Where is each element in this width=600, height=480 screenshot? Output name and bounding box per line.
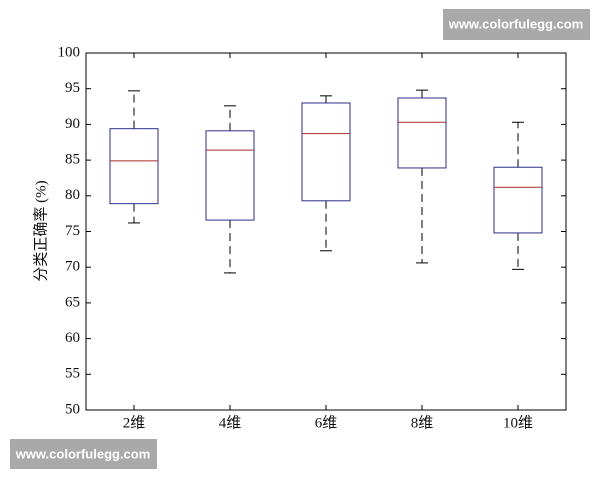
- box: [301, 102, 351, 202]
- x-tick-label: 2维: [123, 414, 146, 431]
- watermark: www.colorfulegg.com: [15, 446, 151, 461]
- y-tick-label: 70: [65, 259, 80, 275]
- y-tick-label: 60: [65, 330, 80, 346]
- watermark-box: [10, 439, 157, 469]
- y-tick-label: 100: [58, 44, 81, 60]
- y-tick-label: 80: [65, 187, 80, 203]
- x-tick-label: 4维: [219, 414, 242, 431]
- box: [109, 128, 159, 205]
- y-tick-label: 65: [65, 294, 80, 310]
- y-tick-label: 90: [65, 116, 80, 132]
- watermark-box: [443, 9, 590, 40]
- y-tick-label: 55: [65, 366, 80, 382]
- y-axis-label: 分类正确率 (%): [32, 180, 49, 281]
- x-tick-label: 8维: [411, 414, 434, 431]
- box: [397, 97, 447, 169]
- box: [205, 130, 255, 221]
- y-tick-label: 85: [65, 152, 80, 168]
- x-tick-label: 10维: [503, 414, 533, 431]
- y-tick-label: 95: [65, 80, 80, 96]
- y-tick-label: 75: [65, 223, 80, 239]
- x-tick-label: 6维: [315, 414, 338, 431]
- y-tick-label: 50: [65, 401, 80, 417]
- box: [493, 166, 543, 234]
- watermark: www.colorfulegg.com: [448, 16, 584, 31]
